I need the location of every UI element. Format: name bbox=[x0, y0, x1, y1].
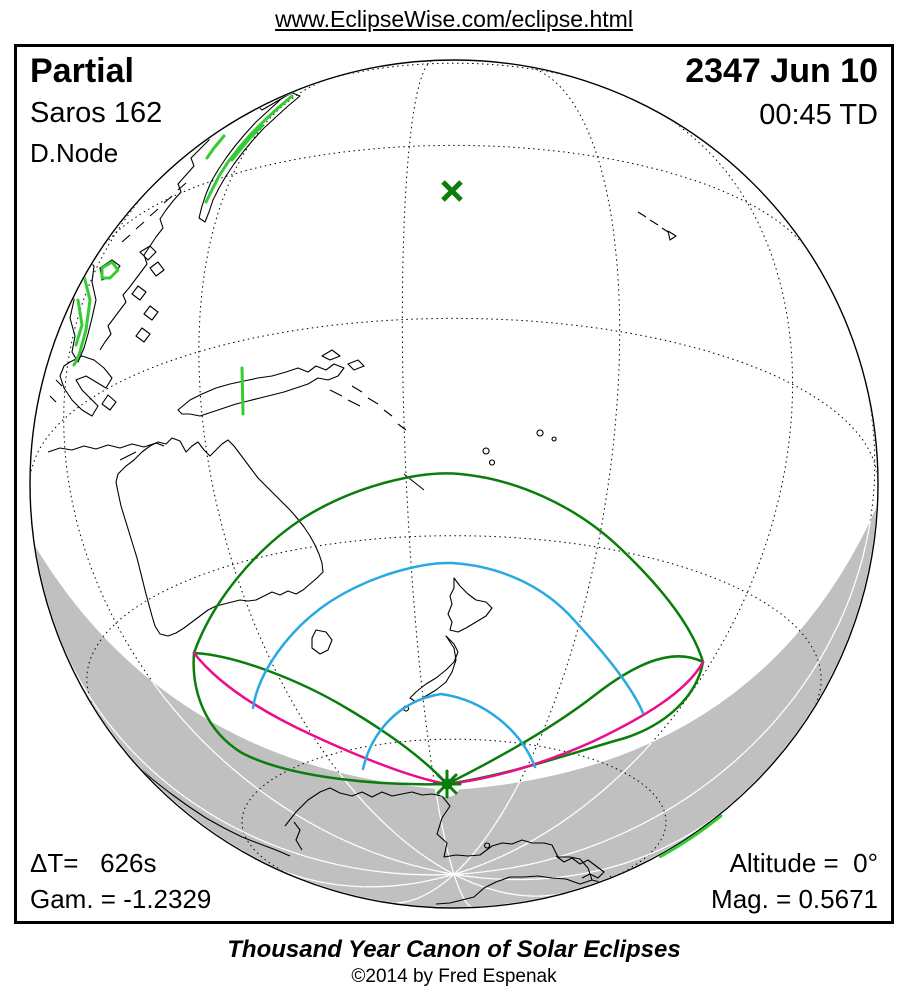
limb-green-segment bbox=[659, 814, 723, 859]
antarctica-details bbox=[293, 821, 633, 891]
delta-t-label: ΔT= 626s bbox=[30, 848, 157, 878]
kamchatka-inner-highlight bbox=[205, 124, 264, 162]
kamchatka-outline bbox=[198, 91, 301, 223]
saros-label: Saros 162 bbox=[30, 97, 163, 129]
australia-outline bbox=[115, 437, 324, 637]
eclipse-time-label: 00:45 TD bbox=[759, 99, 878, 131]
aleutian-islets bbox=[637, 211, 677, 241]
new-guinea-green-line bbox=[240, 366, 245, 416]
greatest-eclipse-star-marker bbox=[432, 769, 462, 799]
sunrise-sunset-loop-right-top bbox=[445, 655, 705, 786]
graticule-line bbox=[453, 874, 474, 907]
graticule-line bbox=[386, 873, 455, 904]
graticule-line bbox=[31, 317, 877, 482]
globe-limb bbox=[29, 59, 879, 909]
eclipse-globe-map bbox=[29, 59, 879, 909]
graticule-line bbox=[98, 144, 810, 252]
eclipsewise-link[interactable]: www.EclipseWise.com/eclipse.html bbox=[275, 6, 633, 32]
coastlines bbox=[47, 61, 683, 905]
indonesia-island-chain bbox=[47, 442, 165, 461]
graticule-line bbox=[86, 535, 822, 712]
kamchatka-highlight bbox=[204, 94, 294, 204]
hokkaido-highlight bbox=[100, 260, 120, 280]
penumbra-northern-limit-curve bbox=[192, 472, 705, 664]
altitude-label: Altitude = 0° bbox=[729, 848, 878, 878]
eclipse-map-frame bbox=[14, 44, 894, 924]
graticule-line bbox=[453, 873, 574, 897]
antarctica-coast bbox=[284, 787, 593, 905]
star-center bbox=[441, 778, 453, 790]
magnitude-contour-outer-blue bbox=[251, 561, 645, 715]
cross-stroke-2 bbox=[441, 180, 463, 202]
magnitude-contour-inner-blue bbox=[361, 692, 537, 771]
new-zealand-north-island bbox=[447, 577, 493, 633]
eclipse-date-label: 2347 Jun 10 bbox=[685, 52, 878, 90]
canon-title: Thousand Year Canon of Solar Eclipses bbox=[227, 936, 681, 963]
copyright: ©2014 by Fred Espenak bbox=[351, 966, 557, 987]
melanesia-islets bbox=[321, 349, 557, 491]
sunrise-sunset-loop-left-bottom bbox=[192, 651, 449, 786]
globe bbox=[31, 61, 877, 907]
gamma-label: Gam. = -1.2329 bbox=[30, 884, 212, 914]
kuril-island-dashes bbox=[121, 182, 187, 243]
eclipse-type-label: Partial bbox=[30, 52, 134, 90]
sunrise-sunset-loop-left-top bbox=[192, 651, 449, 786]
cross-marker bbox=[441, 180, 463, 202]
graticule-line bbox=[241, 738, 667, 885]
tasmania-outline bbox=[311, 629, 333, 655]
coast-highlights-green bbox=[72, 94, 294, 416]
night-shading bbox=[34, 505, 877, 907]
graticule-line bbox=[401, 61, 455, 875]
new-guinea-outline bbox=[177, 363, 345, 417]
graticule-line bbox=[48, 610, 455, 876]
graticule-line bbox=[453, 505, 876, 875]
node-label: D.Node bbox=[30, 138, 119, 168]
sakhalin-highlight bbox=[72, 266, 92, 367]
magnitude-label: Mag. = 0.5671 bbox=[711, 884, 878, 914]
